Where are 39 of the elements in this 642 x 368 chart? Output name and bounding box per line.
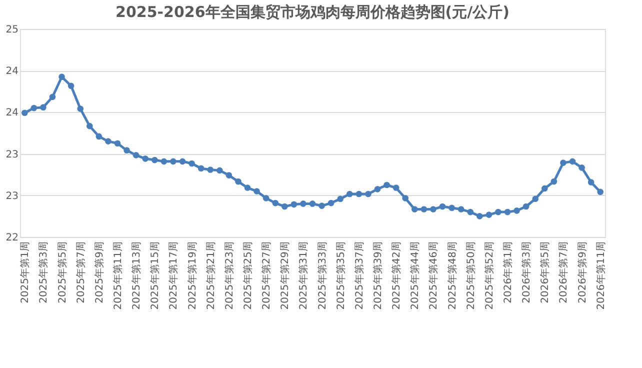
x-tick-label: 2025年第39周 xyxy=(372,242,384,310)
x-tick-label: 2026年第3周 xyxy=(520,242,533,304)
x-tick-label: 2025年第1周 xyxy=(19,242,32,304)
y-tick-label: 23 xyxy=(6,149,18,160)
x-tick-label: 2025年第35周 xyxy=(334,242,347,310)
x-tick-label: 2026年第7周 xyxy=(558,242,570,304)
y-tick-label: 24 xyxy=(6,108,18,119)
x-tick-label: 2025年第3周 xyxy=(38,242,50,304)
x-tick-label: 2025年第5周 xyxy=(56,242,68,304)
x-tick-label: 2025年第21周 xyxy=(204,242,217,310)
x-tick-label: 2025年第15周 xyxy=(149,242,162,310)
x-tick-label: 2025年第46周 xyxy=(428,242,440,310)
chart-title: 2025-2026年全国集贸市场鸡肉每周价格趋势图(元/公斤) xyxy=(116,3,510,21)
x-tick-label: 2025年第29周 xyxy=(279,242,292,310)
x-tick-label: 2025年第19周 xyxy=(186,242,198,310)
x-tick-label: 2025年第50周 xyxy=(464,242,477,310)
x-tick-label: 2025年第44周 xyxy=(409,242,422,310)
x-tick-label: 2026年第5周 xyxy=(539,242,552,304)
x-tick-label: 2025年第33周 xyxy=(316,242,328,310)
y-tick-label: 23 xyxy=(6,190,18,202)
x-tick-label: 2025年第11周 xyxy=(112,242,124,310)
x-tick-label: 2025年第9周 xyxy=(93,242,106,304)
x-tick-label: 2025年第17周 xyxy=(168,242,180,310)
y-tick-label: 24 xyxy=(6,66,18,78)
x-tick-label: 2025年第25周 xyxy=(242,242,254,310)
x-tick-label: 2026年第9周 xyxy=(576,242,588,304)
x-tick-label: 2025年第48周 xyxy=(446,242,458,310)
x-tick-label: 2025年第31周 xyxy=(298,242,310,310)
x-tick-label: 2025年第7周 xyxy=(74,242,87,304)
y-tick-label: 25 xyxy=(6,24,18,36)
x-tick-label: 2026年第11周 xyxy=(594,242,607,310)
y-tick-label: 22 xyxy=(6,232,18,244)
x-tick-label: 2025年第42周 xyxy=(390,242,403,310)
x-tick-label: 2025年第37周 xyxy=(353,242,366,310)
x-tick-label: 2025年第52周 xyxy=(483,242,496,310)
x-tick-label: 2025年第13周 xyxy=(130,242,143,310)
x-tick-label: 2026年第1周 xyxy=(502,242,514,304)
x-tick-label: 2025年第23周 xyxy=(223,242,236,310)
x-tick-label: 2025年第27周 xyxy=(260,242,273,310)
